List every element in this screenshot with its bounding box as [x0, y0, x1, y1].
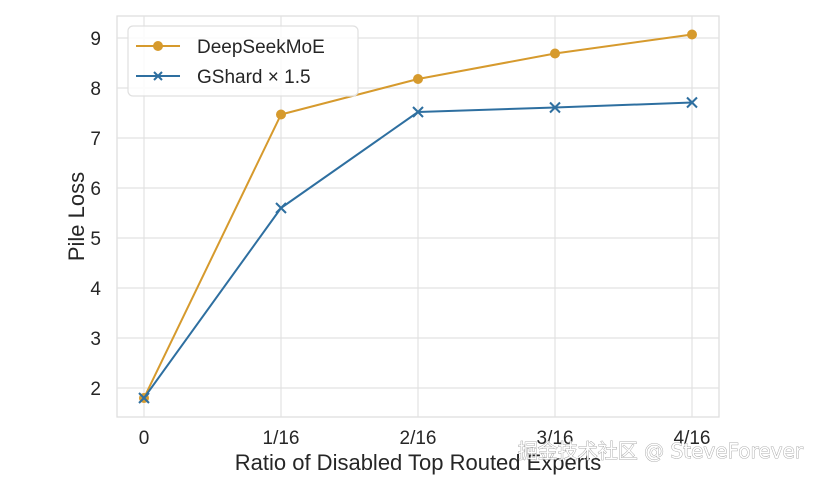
- y-tick-label: 9: [90, 29, 101, 50]
- data-point: [138, 392, 150, 404]
- y-tick-label: 8: [90, 79, 101, 100]
- y-axis-ticks: 2 3 4 5 6 7 8 9: [90, 29, 101, 400]
- y-tick-label: 5: [90, 229, 101, 250]
- y-tick-label: 3: [90, 329, 101, 350]
- data-point: [550, 48, 560, 59]
- legend-marker-x-icon: [153, 71, 163, 81]
- y-tick-label: 7: [90, 129, 101, 150]
- y-tick-label: 4: [90, 279, 101, 300]
- legend-label: GShard × 1.5: [197, 67, 311, 88]
- legend: DeepSeekMoE GShard × 1.5: [127, 25, 359, 97]
- data-point: [275, 202, 287, 214]
- legend-label: DeepSeekMoE: [197, 37, 325, 58]
- legend-item: GShard × 1.5: [136, 67, 311, 88]
- data-point: [276, 109, 286, 120]
- data-point: [413, 74, 423, 84]
- x-tick-label: 4/16: [674, 428, 711, 449]
- x-axis-label: Ratio of Disabled Top Routed Experts: [235, 450, 601, 475]
- series-1: [138, 96, 698, 404]
- data-point: [687, 29, 697, 40]
- x-axis-ticks: 0 1/16 2/16 3/16 4/16: [139, 428, 711, 449]
- legend-item: DeepSeekMoE: [136, 37, 325, 58]
- x-tick-label: 3/16: [537, 428, 574, 449]
- data-point: [549, 101, 561, 114]
- y-tick-label: 6: [90, 179, 101, 200]
- data-point: [686, 96, 698, 109]
- x-tick-label: 1/16: [263, 428, 300, 449]
- y-tick-label: 2: [90, 379, 101, 400]
- watermark: 掘金技术社区 @ SteveForever: [518, 439, 804, 463]
- legend-box: [127, 25, 359, 97]
- series: [138, 29, 698, 404]
- y-axis-label: Pile Loss: [64, 172, 89, 261]
- x-tick-label: 2/16: [400, 428, 437, 449]
- x-tick-label: 0: [139, 428, 150, 449]
- data-point: [412, 106, 424, 118]
- legend-marker-circle-icon: [153, 41, 163, 51]
